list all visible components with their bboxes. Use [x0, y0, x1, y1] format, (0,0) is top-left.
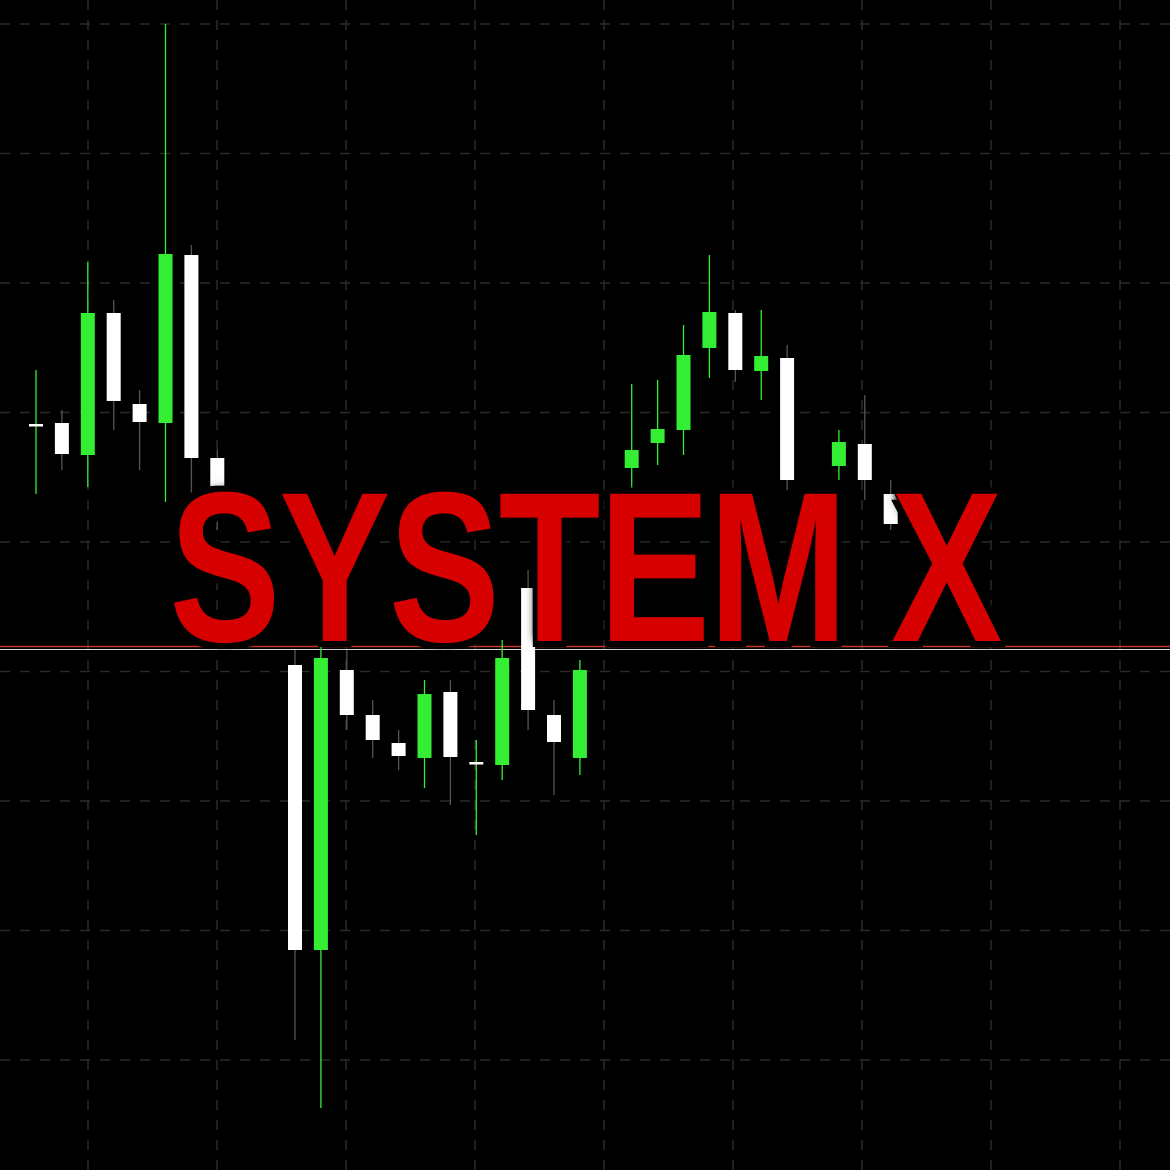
candles-group — [29, 24, 898, 1108]
candle-body-bull — [624, 450, 639, 468]
candle-body-bear — [521, 588, 536, 710]
candle-body-bull — [676, 355, 691, 430]
candle-body-bear — [339, 670, 354, 715]
candle-body-bull — [572, 670, 587, 758]
candle-body-bear — [443, 692, 458, 757]
candle-body-bull — [650, 429, 665, 443]
candle-body-bear — [106, 313, 121, 401]
candle-body-bull — [702, 312, 717, 348]
candle-body-bull — [80, 313, 95, 455]
candle-body-bear — [780, 358, 795, 480]
candle-body-bear — [184, 255, 199, 458]
candle-body-bull — [495, 658, 510, 765]
candle-body-bear — [288, 665, 302, 950]
candle-body-bull — [754, 356, 769, 371]
candle-body-bear — [132, 404, 147, 422]
candle-body-doji — [469, 762, 484, 765]
candle-body-bear — [857, 444, 872, 480]
candle-body-bear — [391, 743, 406, 756]
current-price-line — [0, 645, 1170, 650]
candle-body-bull — [417, 694, 432, 758]
candle-body-doji — [29, 424, 43, 427]
candle-body-bull — [831, 442, 846, 466]
candle-body-bear — [547, 715, 561, 742]
candle-body-bull — [313, 658, 328, 950]
page-title: SYSTEM X — [169, 448, 1002, 687]
candle-body-bull — [158, 254, 173, 423]
candle-body-bear — [728, 313, 743, 370]
candle-body-bear — [365, 715, 380, 740]
candle-body-bear — [883, 494, 898, 524]
candle-body-bear — [54, 423, 69, 454]
candle-body-bear — [210, 458, 225, 490]
